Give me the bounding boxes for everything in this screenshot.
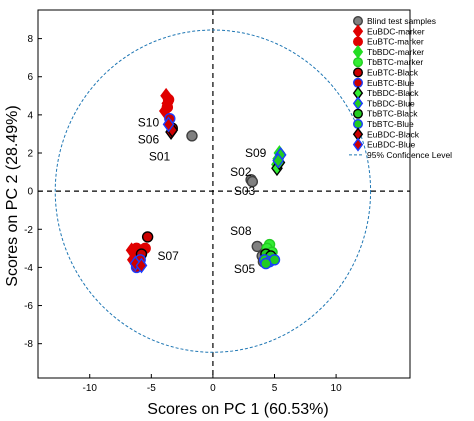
legend-marker <box>352 44 364 59</box>
y-tick-label: 6 <box>27 72 33 83</box>
y-tick-label: 0 <box>27 187 33 198</box>
legend-marker <box>353 57 364 68</box>
x-axis-title: Scores on PC 1 (60.53%) <box>147 401 328 418</box>
data-point <box>251 240 263 253</box>
series-tbbdc-blue <box>272 146 287 169</box>
sample-label-s10: S10 <box>138 115 160 129</box>
legend-label: 95% Confidence Level <box>367 150 452 160</box>
legend-label: Blind test samples <box>367 16 436 26</box>
legend-marker <box>353 16 364 27</box>
x-tick-label: 5 <box>272 383 278 394</box>
sample-label-s01: S01 <box>149 150 171 164</box>
legend-label: TbBDC-marker <box>367 47 424 57</box>
y-tick-label: -2 <box>24 225 33 236</box>
data-point <box>162 116 175 133</box>
y-tick-label: 8 <box>27 34 33 45</box>
data-point <box>186 130 198 142</box>
sample-label-s08: S08 <box>230 224 252 238</box>
data-point <box>161 101 174 113</box>
data-point <box>141 231 154 243</box>
sample-label-s09: S09 <box>245 146 267 160</box>
legend-label: TbBDC-Black <box>367 88 419 98</box>
legend-marker <box>353 36 364 47</box>
legend-marker <box>352 96 364 111</box>
legend-label: TbBTC-Black <box>367 109 418 119</box>
legend-marker <box>353 77 364 88</box>
legend-label: EuBTC-Black <box>367 68 419 78</box>
sample-label-s02: S02 <box>230 165 252 179</box>
y-tick-label: -6 <box>24 301 33 312</box>
legend-label: TbBTC-Blue <box>367 119 414 129</box>
y-tick-label: -4 <box>24 263 33 274</box>
plot-frame <box>37 9 411 379</box>
data-point <box>272 152 285 169</box>
y-tick-label: -8 <box>24 339 33 350</box>
series-eubdc-blue <box>129 116 175 274</box>
sample-label-s05: S05 <box>234 262 256 276</box>
data-point <box>260 257 272 270</box>
legend-label: TbBDC-Blue <box>367 98 415 108</box>
legend-marker <box>353 118 364 129</box>
x-tick-label: -5 <box>147 383 156 394</box>
confidence-ellipse <box>54 29 372 353</box>
legend-marker <box>353 67 364 78</box>
data-point <box>246 175 259 188</box>
legend-marker <box>352 24 364 39</box>
legend-label: EuBDC-marker <box>367 26 425 36</box>
y-axis-title: Scores on PC 2 (28.49%) <box>4 105 21 286</box>
sample-label-s07: S07 <box>157 249 179 263</box>
data-point <box>135 257 148 274</box>
sample-label-s06: S06 <box>138 132 160 146</box>
y-tick-label: 4 <box>27 110 33 121</box>
series-tbbtc-blue <box>258 254 281 270</box>
legend-label: EuBDC-Blue <box>367 140 415 150</box>
x-tick-label: -10 <box>83 383 98 394</box>
y-tick-label: 2 <box>27 149 33 160</box>
sample-label-s03: S03 <box>234 184 256 198</box>
legend-label: TbBTC-marker <box>367 57 423 67</box>
legend-label: EuBTC-Blue <box>367 78 415 88</box>
legend-marker <box>353 108 364 119</box>
legend-label: EuBTC-marker <box>367 37 424 47</box>
x-tick-label: 0 <box>210 383 216 394</box>
x-tick-label: 10 <box>331 383 343 394</box>
legend-marker <box>352 137 364 152</box>
legend-label: EuBDC-Black <box>367 129 420 139</box>
